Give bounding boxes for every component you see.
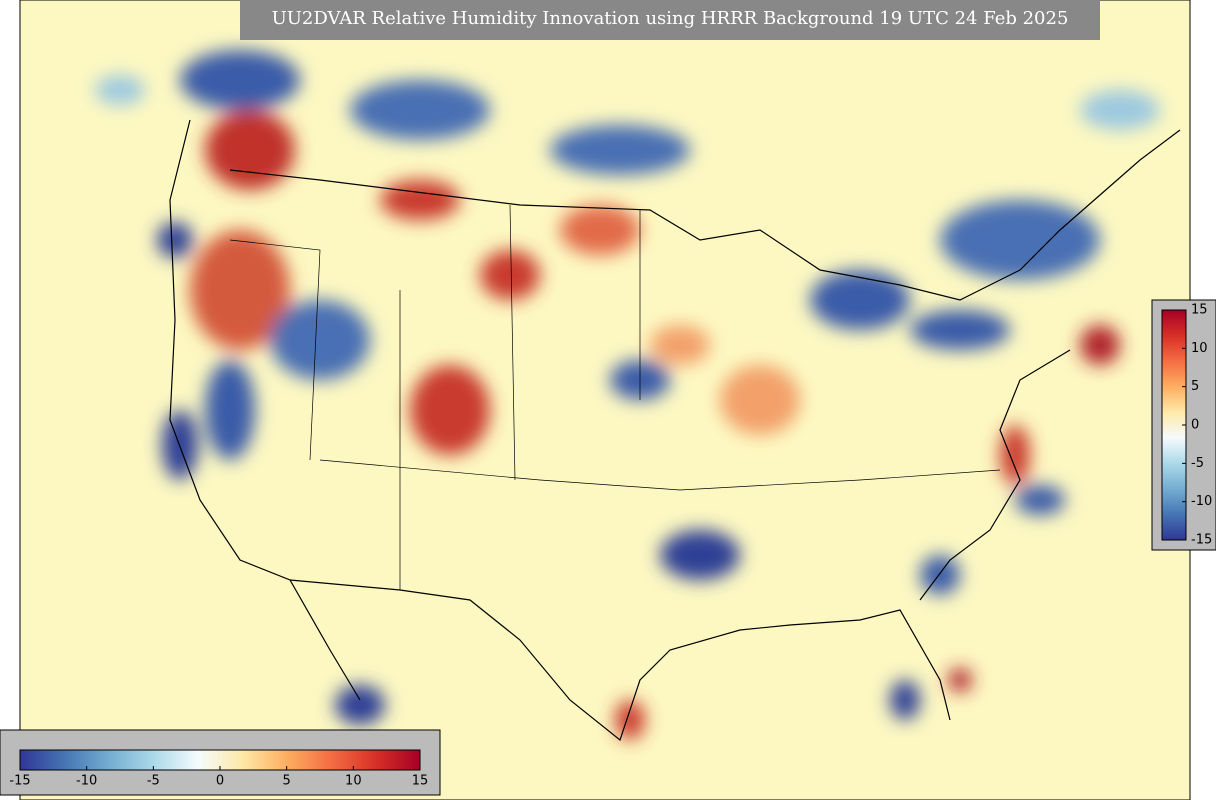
boundaries [169, 119, 1181, 742]
humidity-field [95, 50, 1160, 740]
tick-label: -5 [1191, 456, 1204, 471]
tick-label: -5 [147, 774, 160, 789]
tick-label: 5 [1191, 379, 1199, 394]
south-border [289, 579, 951, 742]
tick-label: -10 [76, 774, 97, 789]
tick-label: 15 [1191, 303, 1208, 318]
tick-label: -15 [9, 774, 30, 789]
map-background [20, 0, 1190, 800]
state-lines [229, 204, 1001, 590]
tick-label: 15 [412, 774, 429, 789]
tick-label: -10 [1191, 494, 1212, 509]
tick-label: -15 [1191, 533, 1212, 548]
west-coast [169, 119, 361, 701]
tick-label: 0 [216, 774, 224, 789]
north-border [229, 129, 1181, 301]
colorbars: -15 -10 -5 0 5 10 15 15 10 5 0 -5 -10 -15 [9, 303, 1212, 789]
tick-label: 5 [283, 774, 291, 789]
title: UU2DVAR Relative Humidity Innovation usi… [272, 8, 1069, 29]
tick-label: 10 [345, 774, 362, 789]
east-coast [919, 349, 1071, 601]
tick-label: 10 [1191, 341, 1208, 356]
title-box [240, 0, 1100, 40]
tick-label: 0 [1191, 418, 1199, 433]
